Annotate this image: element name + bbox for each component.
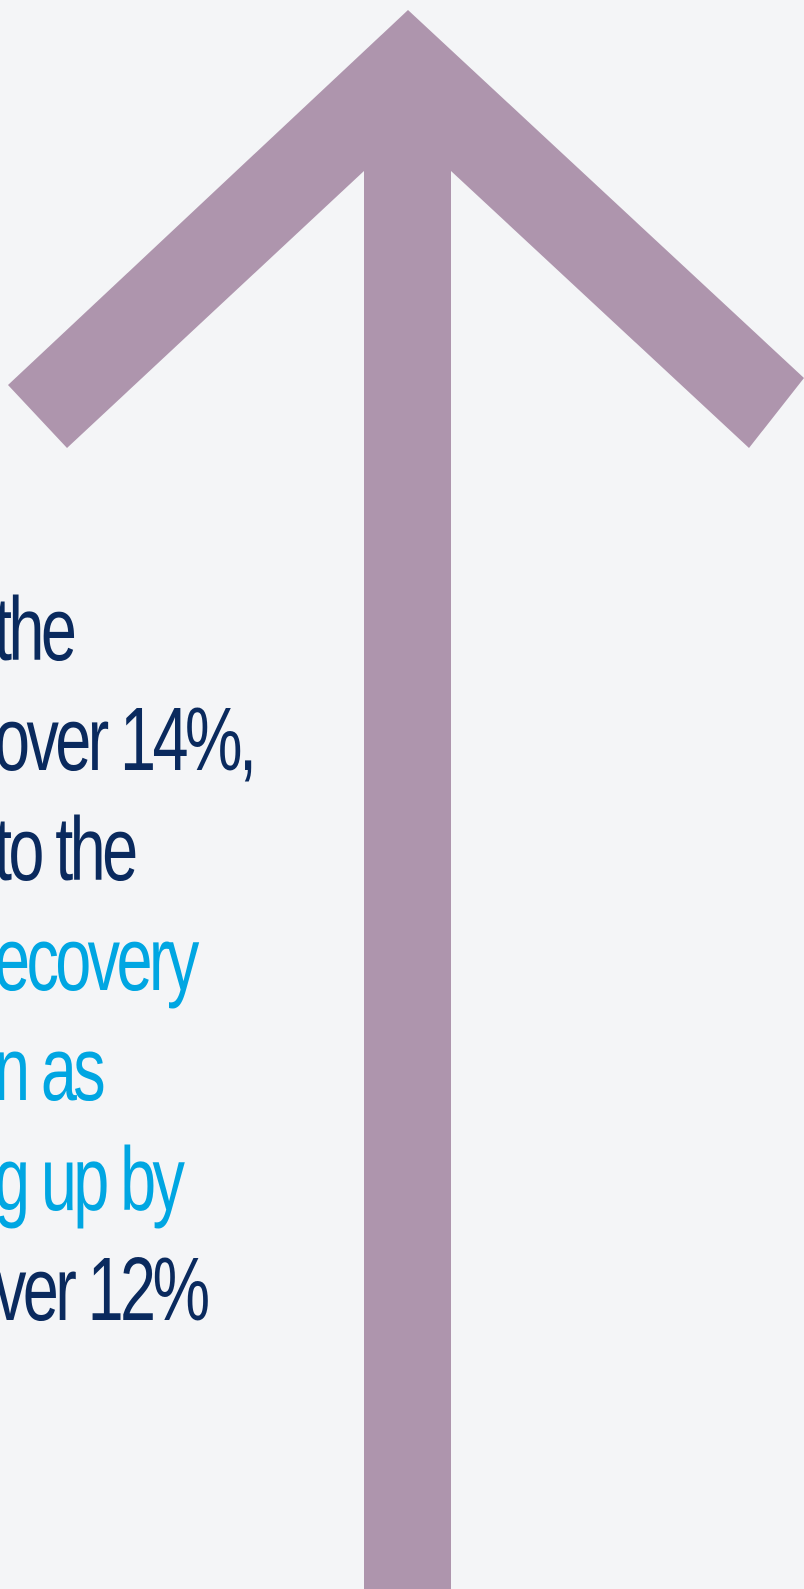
- text-line-6: g up by: [0, 1130, 185, 1230]
- text-line-4: ecovery: [0, 910, 199, 1010]
- arrow-shape: [8, 10, 804, 1589]
- text-line-1: the: [0, 580, 77, 680]
- text-line-2: over 14%,: [0, 690, 257, 790]
- text-line-7: ver 12%: [0, 1240, 210, 1340]
- headline-text: the over 14%, to the ecovery n as g up b…: [0, 575, 257, 1345]
- text-line-3: to the: [0, 800, 138, 900]
- text-line-5: n as: [0, 1020, 106, 1120]
